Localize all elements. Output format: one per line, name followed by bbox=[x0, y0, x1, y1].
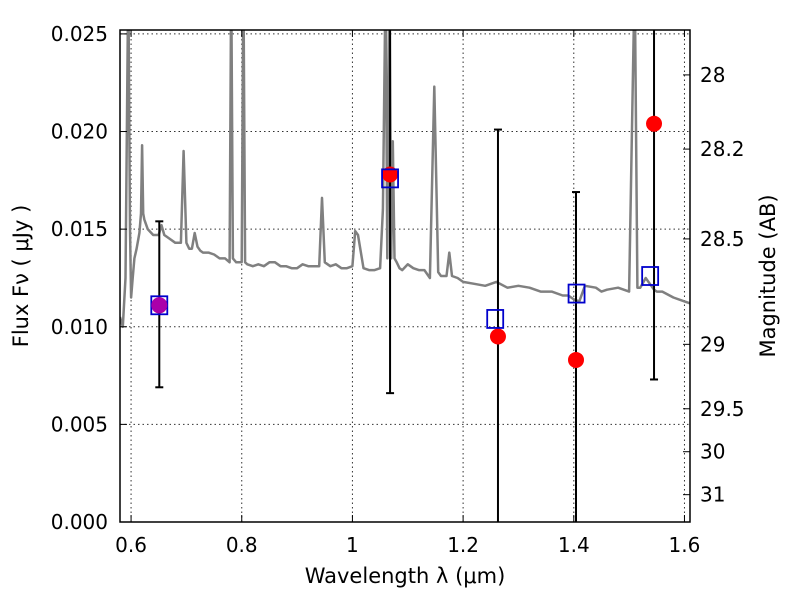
y-right-tick-label: 30 bbox=[700, 440, 725, 464]
x-tick-label: 1.2 bbox=[447, 533, 479, 557]
y-tick-label: 0.005 bbox=[51, 412, 108, 436]
y-right-tick-label: 29.5 bbox=[700, 397, 745, 421]
gridlines bbox=[120, 30, 690, 523]
x-tick-label: 1.4 bbox=[558, 533, 590, 557]
y-axis-label: Flux Fν ( μJy ) bbox=[9, 205, 33, 348]
y-tick-label: 0.000 bbox=[51, 510, 108, 534]
data-point-square bbox=[486, 309, 505, 329]
plot-frame bbox=[119, 29, 691, 523]
data-point-circle bbox=[568, 351, 584, 368]
data-point-circle bbox=[382, 166, 399, 183]
data-point-square bbox=[641, 266, 660, 286]
x-tick-label: 1.6 bbox=[669, 533, 701, 557]
y-right-tick-label: 31 bbox=[700, 483, 725, 507]
x-tick-label: 1 bbox=[346, 533, 359, 557]
data-point-square bbox=[381, 168, 399, 189]
axis-ticks: 0.6 0.8 1 1.2 1.4 1.6 0.000 0.005 0.010 0.015 0.02… bbox=[51, 22, 745, 557]
y-tick-label: 0.025 bbox=[51, 22, 108, 46]
plot-series bbox=[120, 30, 690, 522]
y-tick-label: 0.020 bbox=[51, 120, 108, 144]
y-tick-label: 0.015 bbox=[51, 217, 108, 241]
y-right-tick-label: 29 bbox=[700, 332, 725, 356]
y-tick-label: 0.010 bbox=[51, 315, 108, 339]
data-point-circle bbox=[489, 328, 506, 345]
x-axis-label: Wavelength λ (μm) bbox=[305, 564, 506, 588]
x-tick-label: 0.6 bbox=[115, 533, 147, 557]
data-point-circle bbox=[646, 115, 663, 132]
y-axis-right-label: Magnitude (AB) bbox=[756, 194, 780, 357]
plot-layer bbox=[120, 30, 690, 522]
spectrum-line bbox=[120, 30, 690, 329]
y-right-tick-label: 28.2 bbox=[700, 137, 745, 161]
data-point-circle bbox=[151, 297, 168, 314]
y-right-tick-label: 28.5 bbox=[700, 227, 745, 251]
y-right-tick-label: 28 bbox=[700, 63, 725, 87]
data-point-square bbox=[567, 283, 586, 304]
x-tick-label: 0.8 bbox=[226, 533, 258, 557]
